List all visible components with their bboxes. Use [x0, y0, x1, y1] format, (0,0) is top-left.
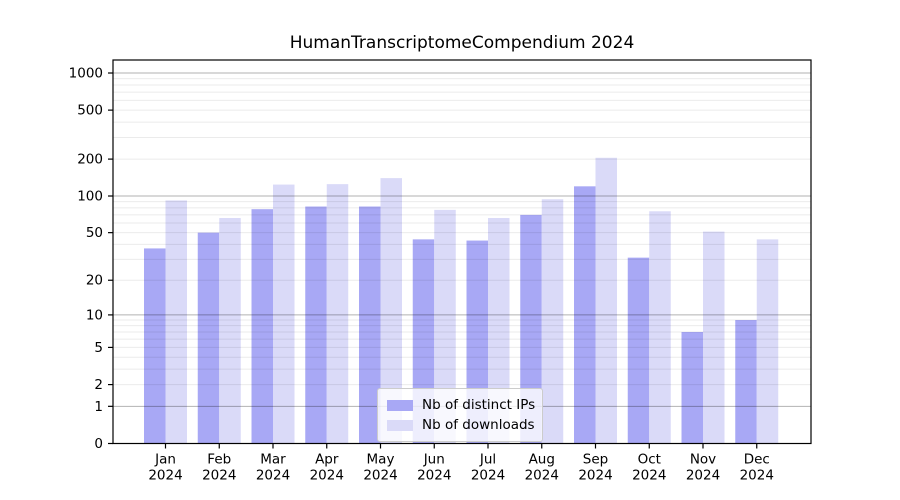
bar-nb-of-downloads-mar: [273, 184, 295, 444]
y-tick-label: 1000: [69, 66, 103, 82]
bar-nb-of-distinct-ips-aug: [520, 214, 542, 444]
bar-nb-of-distinct-ips-mar: [251, 209, 273, 444]
y-tick-label: 0: [94, 436, 103, 452]
x-tick-label-month: Sep: [583, 452, 608, 468]
x-tick-label-year: 2024: [417, 468, 451, 484]
x-tick-label-year: 2024: [740, 468, 774, 484]
bar-nb-of-distinct-ips-feb: [197, 232, 220, 444]
plot-frame: [112, 59, 812, 445]
y-tick-label: 20: [86, 273, 103, 289]
y-tick-label: 5: [94, 340, 103, 356]
legend-swatch-icon: [387, 399, 413, 411]
x-tick-label-year: 2024: [363, 468, 397, 484]
x-tick-label-month: Oct: [638, 452, 661, 468]
x-tick-label-year: 2024: [202, 468, 236, 484]
y-tick-label: 10: [86, 307, 103, 323]
legend-label: Nb of distinct IPs: [422, 397, 536, 413]
legend-swatch-icon: [387, 419, 413, 431]
bar-nb-of-distinct-ips-nov: [681, 331, 703, 444]
bar-nb-of-distinct-ips-apr: [305, 206, 327, 444]
bar-nb-of-distinct-ips-sep: [574, 186, 596, 444]
x-tick-label-year: 2024: [686, 468, 720, 484]
x-tick-label-month: Jul: [479, 452, 496, 468]
bar-nb-of-downloads-aug: [541, 199, 564, 444]
legend-entry-nb-of-distinct-ips: Nb of distinct IPs: [387, 395, 536, 415]
x-tick-label-month: Jan: [154, 452, 176, 468]
bar-nb-of-downloads-feb: [219, 218, 241, 444]
x-tick-label-year: 2024: [525, 468, 559, 484]
x-tick-label-year: 2024: [148, 468, 182, 484]
x-tick-label-year: 2024: [256, 468, 290, 484]
bar-nb-of-downloads-may: [380, 178, 402, 444]
legend: Nb of distinct IPs Nb of downloads: [377, 388, 543, 442]
bar-nb-of-downloads-jul: [488, 218, 510, 444]
y-tick-label: 100: [77, 189, 103, 205]
bar-nb-of-downloads-sep: [595, 157, 617, 444]
bar-nb-of-distinct-ips-jan: [144, 248, 166, 444]
x-tick-label-year: 2024: [578, 468, 612, 484]
x-tick-label-month: Nov: [690, 452, 716, 468]
y-tick-label: 500: [77, 103, 103, 119]
x-tick-label-month: May: [367, 452, 395, 468]
x-tick-label-month: Feb: [207, 452, 231, 468]
legend-entry-nb-of-downloads: Nb of downloads: [387, 415, 535, 435]
bar-nb-of-downloads-nov: [703, 231, 725, 444]
y-tick-label: 1: [94, 399, 103, 415]
bar-nb-of-distinct-ips-oct: [627, 257, 650, 444]
legend-label: Nb of downloads: [422, 417, 535, 433]
x-tick-label-year: 2024: [471, 468, 505, 484]
bar-nb-of-downloads-dec: [756, 239, 779, 444]
bar-nb-of-downloads-apr: [326, 184, 349, 444]
bar-nb-of-downloads-jun: [434, 209, 456, 444]
bar-nb-of-downloads-oct: [649, 211, 671, 444]
y-tick-label: 200: [77, 152, 103, 168]
x-tick-label-month: Mar: [260, 452, 286, 468]
chart-title: HumanTranscriptomeCompendium 2024: [289, 33, 635, 53]
x-tick-label-month: Apr: [315, 452, 339, 468]
bar-nb-of-distinct-ips-may: [359, 206, 381, 444]
x-tick-label-month: Aug: [529, 452, 555, 468]
y-tick-label: 50: [86, 225, 103, 241]
x-tick-label-month: Dec: [744, 452, 770, 468]
x-tick-label-year: 2024: [632, 468, 666, 484]
bar-nb-of-distinct-ips-dec: [735, 320, 757, 444]
x-tick-label-month: Jun: [423, 452, 445, 468]
x-tick-label-year: 2024: [310, 468, 344, 484]
bar-nb-of-downloads-jan: [165, 200, 187, 444]
y-tick-label: 2: [94, 377, 103, 393]
